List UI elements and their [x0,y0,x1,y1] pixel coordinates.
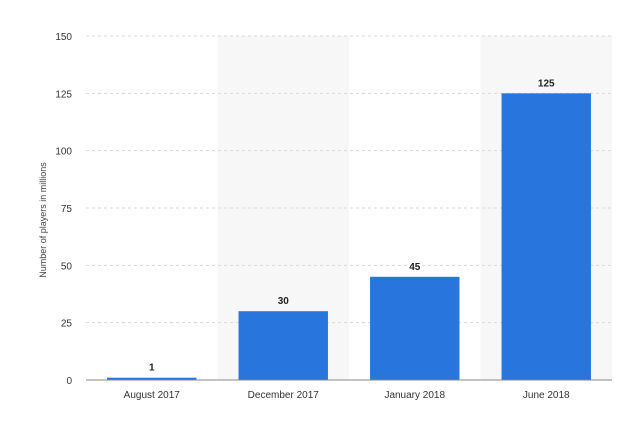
bar [107,377,197,380]
y-tick-label: 25 [61,319,73,330]
data-label: 30 [278,296,290,307]
data-label: 45 [409,262,421,273]
bar [238,311,328,380]
x-tick-label: December 2017 [248,390,320,401]
x-tick-label: January 2018 [384,390,445,401]
y-tick-label: 125 [55,89,72,100]
bar [501,93,591,380]
bar [370,276,460,380]
y-axis-ticks: 0 25 50 75 100 125 150 [55,32,72,387]
y-tick-label: 100 [55,147,72,158]
bars [107,93,591,380]
value-labels: 1 30 45 125 [149,78,555,373]
y-tick-label: 75 [61,204,73,215]
x-tick-label: August 2017 [124,390,181,401]
data-label: 125 [538,78,555,89]
x-axis-labels: August 2017 December 2017 January 2018 June… [124,390,570,401]
data-label: 1 [149,363,155,374]
y-tick-label: 150 [55,32,72,43]
y-axis-title: Number of players in millions [38,162,48,278]
y-tick-label: 0 [66,376,72,387]
y-tick-label: 50 [61,261,73,272]
x-tick-label: June 2018 [523,390,570,401]
